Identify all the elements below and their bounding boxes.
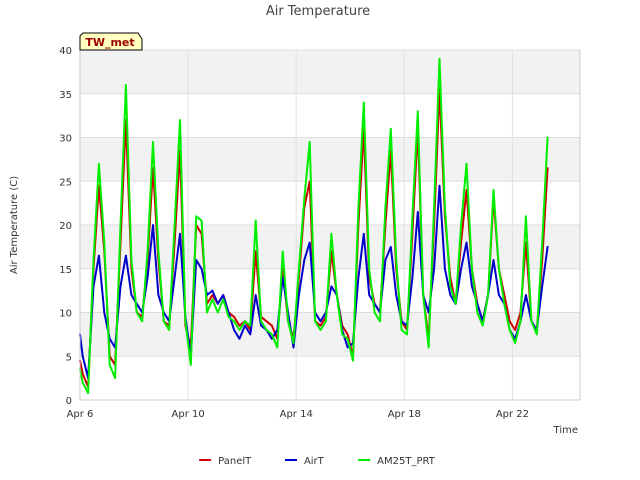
y-tick-label: 5 bbox=[66, 352, 72, 363]
plot-band bbox=[80, 50, 580, 94]
x-tick-label: Apr 22 bbox=[496, 409, 529, 420]
series-layer bbox=[79, 57, 549, 394]
y-tick-label: 35 bbox=[59, 90, 72, 101]
series-line-AM25T_PRT bbox=[79, 57, 549, 394]
series-line-AirT bbox=[79, 184, 549, 380]
x-tick-label: Apr 14 bbox=[280, 409, 313, 420]
y-tick-label: 25 bbox=[59, 177, 72, 188]
plot-band bbox=[80, 312, 580, 357]
plot-band bbox=[80, 137, 580, 182]
y-tick-label: 15 bbox=[59, 265, 72, 276]
station-badge: TW_met bbox=[79, 32, 143, 51]
legend-label: AirT bbox=[304, 456, 325, 467]
station-badge-label: TW_met bbox=[85, 36, 134, 49]
axes: 0 5 10 15 20 25 30 35 40 Apr 6 Apr 10 Apr 14 Apr 18 A… bbox=[59, 46, 581, 420]
x-tick-label: Apr 6 bbox=[67, 409, 94, 420]
legend-label: AM25T_PRT bbox=[377, 456, 436, 467]
station-badge-shape bbox=[79, 32, 143, 51]
y-tick-label: 10 bbox=[59, 309, 72, 320]
y-tick-label: 30 bbox=[59, 134, 72, 145]
legend: PanelT AirT AM25T_PRT bbox=[199, 456, 436, 467]
x-axis-label: Time bbox=[553, 425, 578, 436]
y-axis-label: Air Temperature (C) bbox=[9, 176, 20, 274]
y-tick-label: 20 bbox=[59, 221, 72, 232]
chart-title: Air Temperature bbox=[266, 4, 370, 19]
y-tick-label: 40 bbox=[59, 46, 72, 57]
x-tick-label: Apr 18 bbox=[388, 409, 421, 420]
legend-label: PanelT bbox=[218, 456, 252, 467]
x-tick-label: Apr 10 bbox=[172, 409, 205, 420]
y-tick-label: 0 bbox=[66, 396, 72, 407]
